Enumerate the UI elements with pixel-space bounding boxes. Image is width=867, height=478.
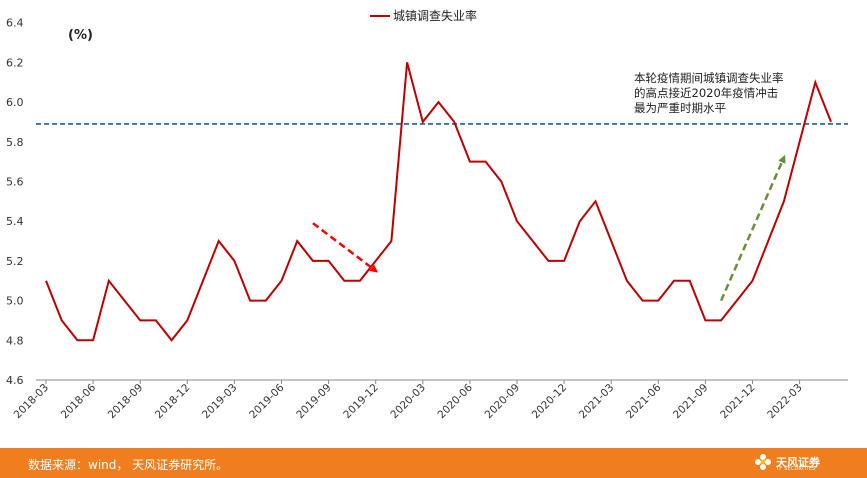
unemployment-line-chart: 4.64.85.05.25.45.65.86.06.26.4 2018-03 20… — [6, 8, 848, 422]
x-tick-label: 2021-12 — [718, 382, 758, 422]
downtrend-arrow — [312, 222, 379, 273]
x-tick-label: 2018-06 — [59, 381, 99, 421]
x-tick-label: 2019-03 — [200, 382, 240, 422]
annotation-line-1: 本轮疫情期间城镇调查失业率 — [634, 71, 784, 85]
annotation-line-2: 的高点接近2020年疫情冲击 — [634, 86, 778, 100]
series-line-unemployment — [45, 62, 832, 342]
x-tick-label: 2021-03 — [577, 382, 617, 422]
logo-text: 天风证券 — [776, 456, 820, 469]
company-logo: 天风证券 TF SECURITIES — [754, 452, 834, 474]
y-tick-label: 6.0 — [6, 96, 24, 109]
y-tick-label: 5.0 — [6, 295, 24, 308]
y-tick-label: 4.8 — [6, 334, 24, 347]
annotation: 本轮疫情期间城镇调查失业率 的高点接近2020年疫情冲击 最为严重时期水平 — [634, 71, 784, 115]
footer-bar: 数据来源：wind， 天风证券研究所。 天风证券 TF SECURITIES — [0, 448, 867, 478]
x-axis: 2018-03 2018-06 2018-09 2018-12 2019-03 2019-… — [12, 379, 848, 422]
y-tick-label: 5.4 — [6, 215, 24, 228]
logo-subtext: TF SECURITIES — [776, 466, 816, 472]
flower-logo-icon — [755, 454, 771, 470]
x-tick-label: 2020-06 — [436, 381, 476, 421]
y-tick-label: 5.2 — [6, 255, 24, 268]
y-axis-ticks: 4.6 4.8 5.0 5.2 5.4 5.6 5.8 6.0 6.2 6.4 — [6, 17, 24, 387]
x-tick-label: 2020-12 — [530, 382, 570, 422]
x-tick-label: 2020-09 — [483, 382, 523, 422]
annotation-line-3: 最为严重时期水平 — [634, 101, 726, 115]
x-tick-label: 2018-12 — [153, 382, 193, 422]
x-tick-label: 2018-03 — [12, 382, 52, 422]
x-tick-label: 2021-06 — [624, 381, 664, 421]
x-tick-label: 2020-03 — [388, 382, 428, 422]
y-tick-label: 5.6 — [6, 176, 24, 189]
legend-label: 城镇调查失业率 — [393, 8, 477, 23]
unit-label: (%) — [68, 28, 93, 43]
y-tick-label: 6.2 — [6, 56, 24, 69]
source-note: 数据来源：wind， 天风证券研究所。 — [28, 458, 229, 472]
x-tick-label: 2019-06 — [247, 381, 287, 421]
y-tick-label: 5.8 — [6, 136, 24, 149]
y-tick-label: 4.6 — [6, 374, 24, 387]
uptrend-arrow — [719, 154, 786, 302]
x-tick-label: 2019-12 — [341, 382, 381, 422]
x-tick-label: 2021-09 — [671, 382, 711, 422]
y-tick-label: 6.4 — [6, 17, 24, 30]
x-tick-label: 2022-03 — [765, 382, 805, 422]
x-tick-label: 2018-09 — [106, 382, 146, 422]
legend: 城镇调查失业率 — [370, 8, 477, 23]
x-tick-label: 2019-09 — [294, 382, 334, 422]
